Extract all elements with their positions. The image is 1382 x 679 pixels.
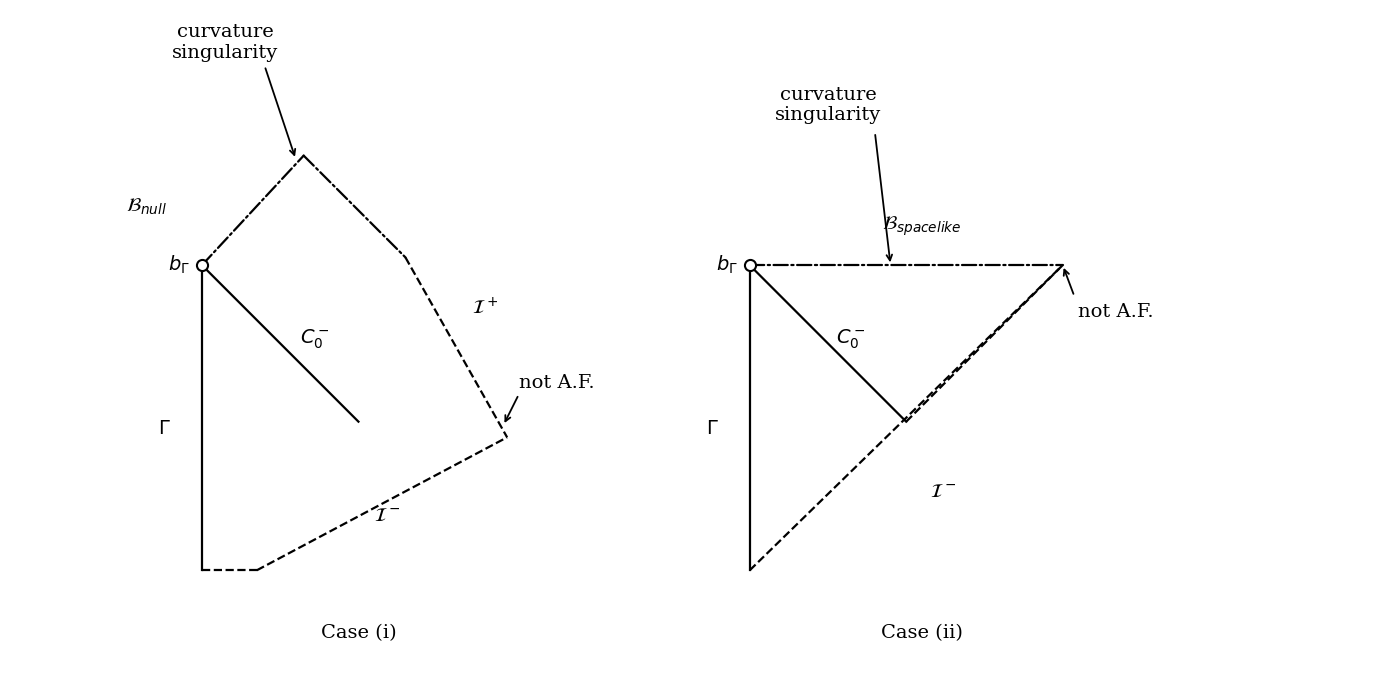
Text: $\mathcal{B}_{null}$: $\mathcal{B}_{null}$ bbox=[126, 196, 167, 217]
Text: not A.F.: not A.F. bbox=[1078, 303, 1154, 321]
Text: $\mathcal{I}^-$: $\mathcal{I}^-$ bbox=[375, 507, 401, 525]
Text: $C_0^-$: $C_0^-$ bbox=[300, 328, 329, 351]
Text: $b_\Gamma$: $b_\Gamma$ bbox=[716, 254, 738, 276]
Text: $\Gamma$: $\Gamma$ bbox=[706, 420, 719, 439]
Text: $\Gamma$: $\Gamma$ bbox=[158, 420, 170, 439]
Text: curvature
singularity: curvature singularity bbox=[173, 23, 279, 62]
Text: $\mathcal{B}_{spacelike}$: $\mathcal{B}_{spacelike}$ bbox=[882, 215, 962, 238]
Text: $\mathcal{I}^+$: $\mathcal{I}^+$ bbox=[471, 297, 498, 319]
Text: Case (ii): Case (ii) bbox=[880, 624, 963, 642]
Text: $b_\Gamma$: $b_\Gamma$ bbox=[169, 254, 191, 276]
Text: not A.F.: not A.F. bbox=[518, 373, 594, 392]
Text: $\mathcal{I}^-$: $\mathcal{I}^-$ bbox=[930, 483, 956, 501]
Text: Case (i): Case (i) bbox=[321, 624, 397, 642]
Text: curvature
singularity: curvature singularity bbox=[775, 86, 882, 124]
Text: $C_0^-$: $C_0^-$ bbox=[836, 328, 865, 351]
